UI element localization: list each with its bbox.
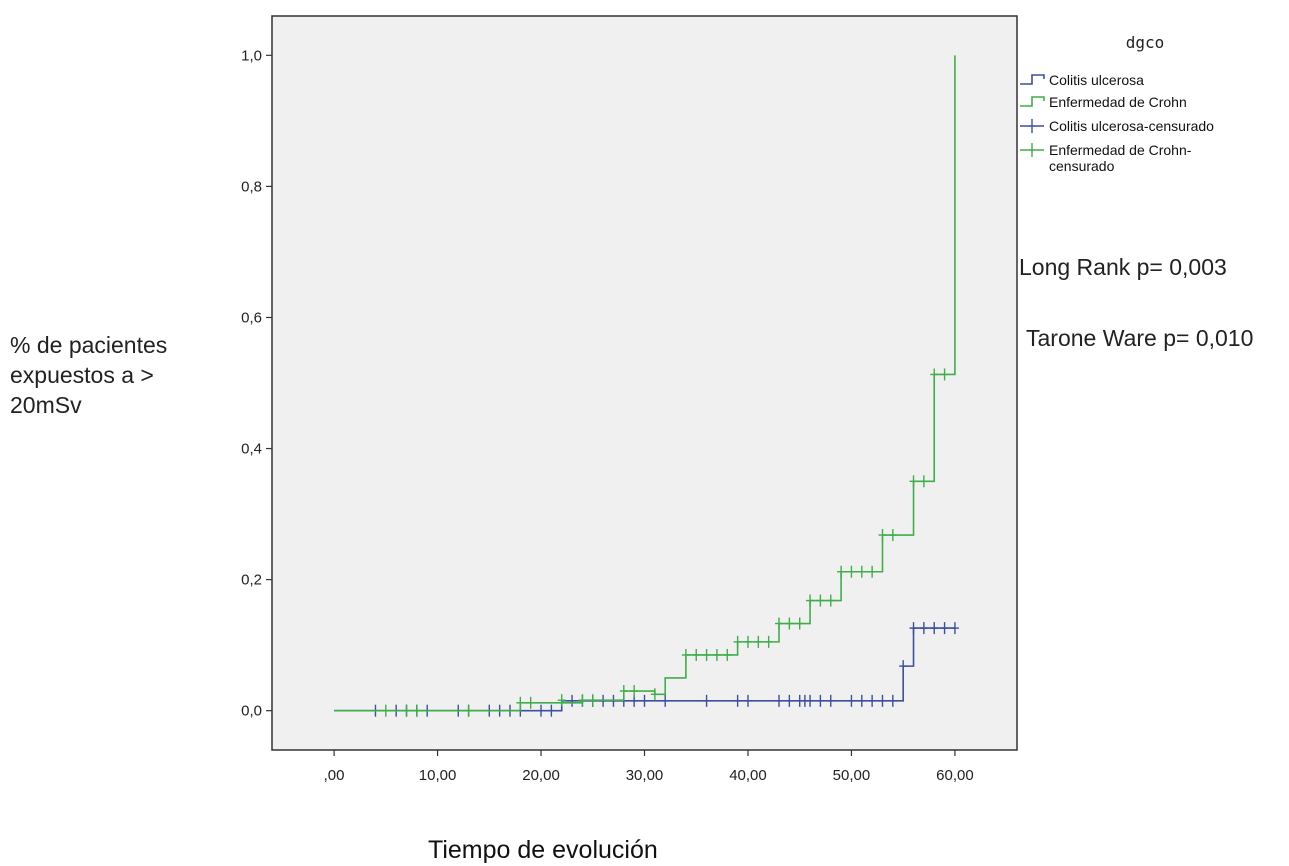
censor-mark [712, 648, 721, 661]
censor-mark [940, 368, 949, 381]
legend: dgco Colitis ulcerosa Enfermedad de Crohn C… [1020, 33, 1214, 174]
censor-mark [847, 694, 856, 707]
censor-mark [795, 617, 804, 630]
legend-label-line: Colitis ulcerosa-censurado [1049, 118, 1214, 134]
y-tick-label: 0,6 [241, 309, 262, 326]
censor-mark [578, 694, 587, 707]
censor-mark [526, 696, 535, 709]
censor-mark [568, 694, 577, 707]
legend-step-icon [1020, 96, 1045, 107]
long-rank-annotation: Long Rank p= 0,003 [1019, 254, 1227, 280]
legend-label: Enfermedad de Crohn-censurado [1049, 142, 1192, 174]
y-tick-label: 1,0 [241, 47, 262, 64]
censor-mark [950, 622, 959, 635]
censor-mark [878, 694, 887, 707]
censor-mark [878, 529, 887, 542]
censor-mark [775, 617, 784, 630]
censor-mark [919, 622, 928, 635]
legend-label: Colitis ulcerosa [1049, 72, 1144, 88]
censor-mark [754, 635, 763, 648]
censor-mark [412, 704, 421, 717]
censor-mark [930, 622, 939, 635]
censor-mark [847, 565, 856, 578]
y-axis-label: % de pacientes expuestos a > 20mSv [10, 332, 168, 418]
censor-mark [909, 475, 918, 488]
series-layer [334, 55, 959, 717]
censor-mark [402, 704, 411, 717]
x-tick-label: 10,00 [419, 767, 457, 784]
censor-mark [764, 635, 773, 648]
y-tick-label: 0,2 [241, 572, 262, 589]
censor-mark [733, 694, 742, 707]
censor-mark [640, 694, 649, 707]
y-tick-label: 0,8 [241, 178, 262, 195]
legend-label: Enfermedad de Crohn [1049, 94, 1187, 110]
x-tick-label: 30,00 [626, 767, 664, 784]
censor-mark [909, 622, 918, 635]
x-tick-label: 60,00 [936, 767, 974, 784]
legend-label-line: Enfermedad de Crohn [1049, 94, 1187, 110]
legend-title: dgco [1126, 33, 1165, 52]
censor-mark [837, 565, 846, 578]
censor-mark [537, 704, 546, 717]
censor-mark [723, 648, 732, 661]
censor-mark [857, 565, 866, 578]
censor-mark [930, 368, 939, 381]
censor-mark [681, 648, 690, 661]
censor-mark [785, 617, 794, 630]
legend-label-line: Enfermedad de Crohn- [1049, 142, 1192, 158]
censor-mark [940, 622, 949, 635]
censor-mark [785, 694, 794, 707]
series-line-1 [334, 627, 955, 712]
axes: ,00 10,00 20,00 30,00 40,00 50,00 60,00 0,0 0,2 0… [241, 47, 974, 784]
censor-mark [588, 694, 597, 707]
censor-mark [630, 685, 639, 698]
censor-mark [619, 685, 628, 698]
legend-label: Colitis ulcerosa-censurado [1049, 118, 1214, 134]
tarone-ware-annotation: Tarone Ware p= 0,010 [1026, 325, 1254, 351]
censor-mark [919, 475, 928, 488]
censor-mark [743, 694, 752, 707]
censor-mark [702, 694, 711, 707]
y-tick-label: 0,0 [241, 703, 262, 720]
censor-mark [702, 648, 711, 661]
censor-mark [899, 660, 908, 673]
censor-mark [650, 688, 659, 701]
censor-mark [557, 694, 566, 707]
legend-step-icon [1020, 74, 1045, 85]
legend-label-line: Colitis ulcerosa [1049, 72, 1144, 88]
x-tick-label: ,00 [324, 767, 345, 784]
censor-mark [775, 694, 784, 707]
censor-mark [888, 694, 897, 707]
censor-mark [516, 696, 525, 709]
censor-mark [816, 594, 825, 607]
censor-mark [806, 594, 815, 607]
censor-mark [826, 694, 835, 707]
censor-mark [868, 694, 877, 707]
x-tick-label: 40,00 [729, 767, 767, 784]
censor-mark [381, 704, 390, 717]
x-tick-label: 20,00 [522, 767, 560, 784]
plot-area [271, 15, 1018, 751]
x-tick-label: 50,00 [833, 767, 871, 784]
censor-mark [661, 694, 670, 707]
y-tick-label: 0,4 [241, 441, 262, 458]
censor-mark [464, 704, 473, 717]
censor-mark [868, 565, 877, 578]
censor-mark [692, 648, 701, 661]
censor-mark [888, 529, 897, 542]
x-axis-label: Tiempo de evolución [428, 836, 658, 864]
censor-mark [806, 694, 815, 707]
censor-mark [733, 635, 742, 648]
censor-mark [826, 594, 835, 607]
censor-mark [857, 694, 866, 707]
censor-mark [547, 704, 556, 717]
censor-mark [743, 635, 752, 648]
censor-mark [816, 694, 825, 707]
legend-label-line: censurado [1049, 158, 1115, 174]
